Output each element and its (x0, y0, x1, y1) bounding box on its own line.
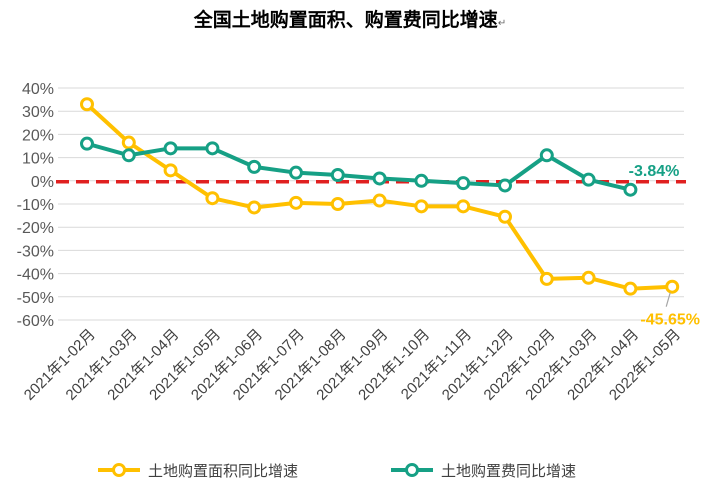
x-axis: 2021年1-02月2021年1-03月2021年1-04月2021年1-05月… (21, 326, 684, 404)
data-point (498, 178, 512, 193)
y-tick-label: -30% (17, 243, 54, 260)
chart-title-text: 全国土地购置面积、购置费同比增速 (193, 8, 498, 31)
legend-label: 土地购置面积同比增速 (148, 462, 298, 480)
data-point (372, 193, 387, 208)
data-point (498, 209, 512, 224)
data-point (247, 159, 262, 174)
data-point (456, 176, 471, 191)
data-point (163, 141, 178, 156)
legend: 土地购置面积同比增速 土地购置费同比增速 (98, 462, 576, 480)
y-tick-label: -40% (17, 267, 54, 284)
data-point (581, 270, 596, 285)
data-point (289, 195, 303, 210)
data-label: -45.65% (640, 312, 700, 329)
data-point (539, 148, 554, 163)
data-point (623, 182, 638, 197)
data-point (80, 97, 94, 112)
gridlines (58, 87, 684, 321)
legend-swatch-marker (405, 463, 419, 477)
y-axis: 40% 30% 20% 10% 0% -10% -20% -30% -40% -50% -60% (17, 81, 54, 330)
data-point (330, 168, 345, 182)
y-tick-label: -60% (17, 313, 54, 330)
leader-line (665, 292, 671, 307)
y-tick-label: -20% (17, 220, 54, 237)
y-tick-label: 10% (22, 151, 54, 168)
data-point (247, 200, 262, 215)
data-point (372, 171, 387, 186)
series-group (80, 97, 680, 296)
y-tick-label: -10% (17, 197, 54, 214)
data-point (414, 199, 429, 214)
y-tick-label: 0% (31, 174, 54, 191)
data-point (80, 136, 94, 151)
data-point (539, 271, 554, 286)
legend-label: 土地购置费同比增速 (441, 462, 576, 480)
data-point (289, 165, 303, 180)
data-label: -3.84% (629, 163, 680, 180)
data-point (330, 197, 345, 211)
data-labels: -3.84% -45.65% (629, 163, 700, 329)
data-point (456, 199, 471, 214)
y-tick-label: -50% (17, 290, 54, 307)
x-tick-label: 2021年1-02月 (21, 326, 99, 404)
y-tick-label: 20% (22, 127, 54, 144)
chart-title-mark: ↵ (498, 18, 506, 29)
data-point (163, 163, 178, 178)
data-point (121, 135, 136, 150)
data-point (121, 148, 136, 163)
legend-swatch-marker (112, 463, 126, 477)
data-point (581, 172, 596, 187)
data-point (414, 173, 429, 188)
y-tick-label: 30% (22, 104, 54, 121)
data-point (623, 281, 638, 296)
data-point (205, 191, 220, 206)
data-point (205, 141, 220, 156)
data-point (665, 279, 680, 294)
y-tick-label: 40% (22, 81, 54, 98)
chart-title: 全国土地购置面积、购置费同比增速↵ (193, 8, 506, 31)
